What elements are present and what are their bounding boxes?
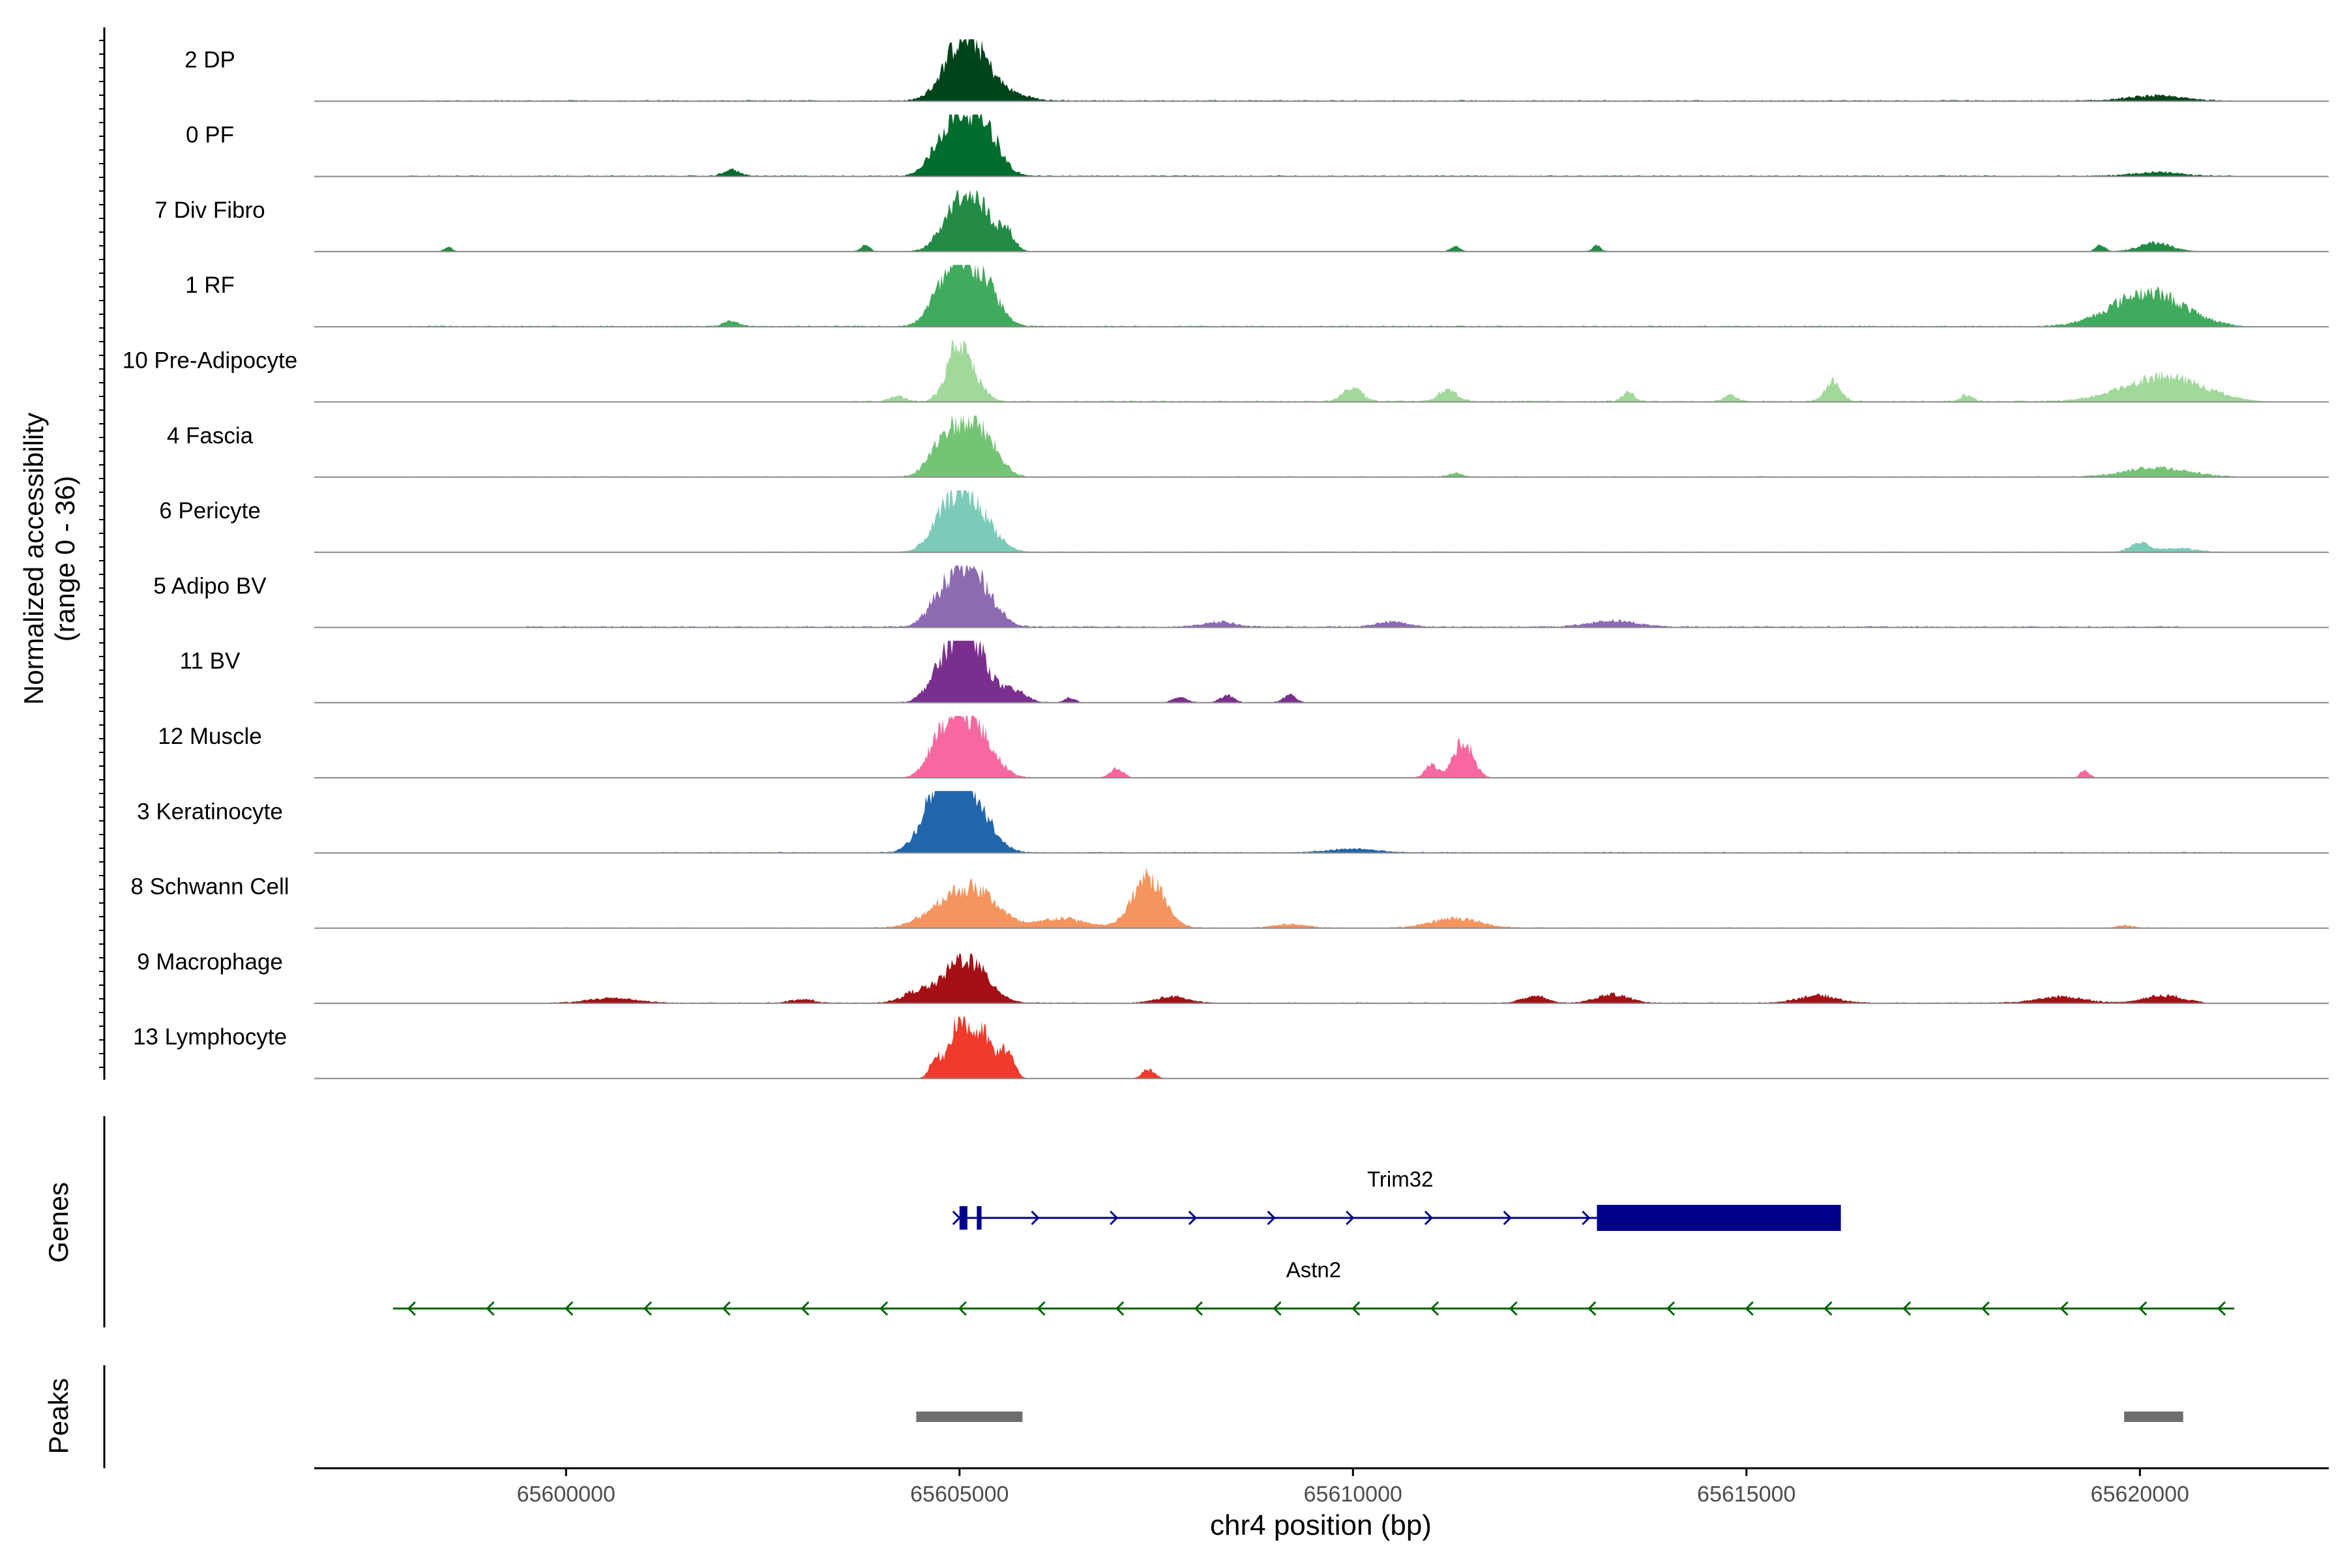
gene-strand-arrow (1666, 1301, 1675, 1316)
gene-strand-arrow (722, 1301, 731, 1316)
track-label: 3 Keratinocyte (137, 799, 283, 824)
gene-strand-arrow (1823, 1301, 1833, 1316)
gene-strand-arrow (1503, 1210, 1512, 1226)
y-axis-range-label: (range 0 - 36) (50, 476, 80, 642)
gene-strand-arrow (1115, 1301, 1125, 1316)
gene-exon (959, 1206, 967, 1230)
gene-strand-arrow (1346, 1210, 1355, 1226)
x-tick-label: 65610000 (1304, 1482, 1402, 1507)
gene-strand-arrow (2059, 1301, 2069, 1316)
track-label: 13 Lymphocyte (133, 1024, 287, 1050)
track-label: 1 RF (185, 273, 235, 298)
gene-strand-arrow (1509, 1301, 1518, 1316)
gene-strand-arrow (1037, 1301, 1046, 1316)
gene-exon (1597, 1205, 1841, 1231)
gene-strand-arrow (1902, 1301, 1912, 1316)
gene-strand-arrow (1351, 1301, 1361, 1316)
peak-region (916, 1412, 1023, 1422)
gene-strand-arrow (958, 1301, 967, 1316)
x-tick-label: 65600000 (517, 1482, 615, 1507)
gene-strand-arrow (486, 1301, 495, 1316)
track-label: 4 Fascia (167, 423, 254, 449)
gene-strand-arrow (643, 1301, 653, 1316)
gene-strand-arrow (1110, 1210, 1119, 1226)
coverage-area (314, 340, 2329, 402)
coverage-area (314, 415, 2329, 477)
gene-strand-arrow (1582, 1210, 1591, 1226)
gene-strand-arrow (1981, 1301, 1990, 1316)
coverage-area (314, 265, 2329, 327)
gene-strand-arrow (879, 1301, 889, 1316)
track-label: 12 Muscle (158, 724, 262, 749)
gene-strand-arrow (1587, 1301, 1597, 1316)
gene-strand-arrow (407, 1301, 416, 1316)
track-label: 8 Schwann Cell (130, 874, 289, 900)
genes-axis-label: Genes (43, 1182, 74, 1263)
gene-strand-arrow (1424, 1210, 1434, 1226)
track-label: 11 BV (180, 649, 241, 674)
track-label: 2 DP (185, 47, 235, 72)
y-axis-label: Normalized accessibility (18, 413, 49, 705)
track-label: 5 Adipo BV (153, 573, 267, 599)
gene-strand-arrow (1430, 1301, 1439, 1316)
gene-label: Astn2 (1286, 1258, 1341, 1282)
gene-strand-arrow (1194, 1301, 1203, 1316)
gene-strand-arrow (1031, 1210, 1040, 1226)
gene-strand-arrow (2217, 1301, 2226, 1316)
track-label: 9 Macrophage (137, 949, 283, 975)
gene-strand-arrow (801, 1301, 810, 1316)
gene-strand-arrow (1188, 1210, 1198, 1226)
gene-strand-arrow (565, 1301, 574, 1316)
x-tick-label: 65620000 (2091, 1482, 2189, 1507)
gene-strand-arrow (2138, 1301, 2148, 1316)
peaks-axis-label: Peaks (43, 1378, 74, 1455)
gene-strand-arrow (1745, 1301, 1754, 1316)
gene-label: Trim32 (1367, 1167, 1433, 1191)
gene-exon (977, 1206, 982, 1230)
track-label: 7 Div Fibro (155, 198, 265, 223)
peak-region (2124, 1412, 2183, 1422)
gene-strand-arrow (1273, 1301, 1282, 1316)
x-axis-label: chr4 position (bp) (1210, 1509, 1432, 1541)
track-label: 10 Pre-Adipocyte (123, 348, 297, 374)
track-label: 0 PF (186, 123, 234, 148)
gene-strand-arrow (1267, 1210, 1276, 1226)
x-tick-label: 65615000 (1697, 1482, 1795, 1507)
x-tick-label: 65605000 (910, 1482, 1009, 1507)
track-label: 6 Pericyte (159, 498, 261, 524)
